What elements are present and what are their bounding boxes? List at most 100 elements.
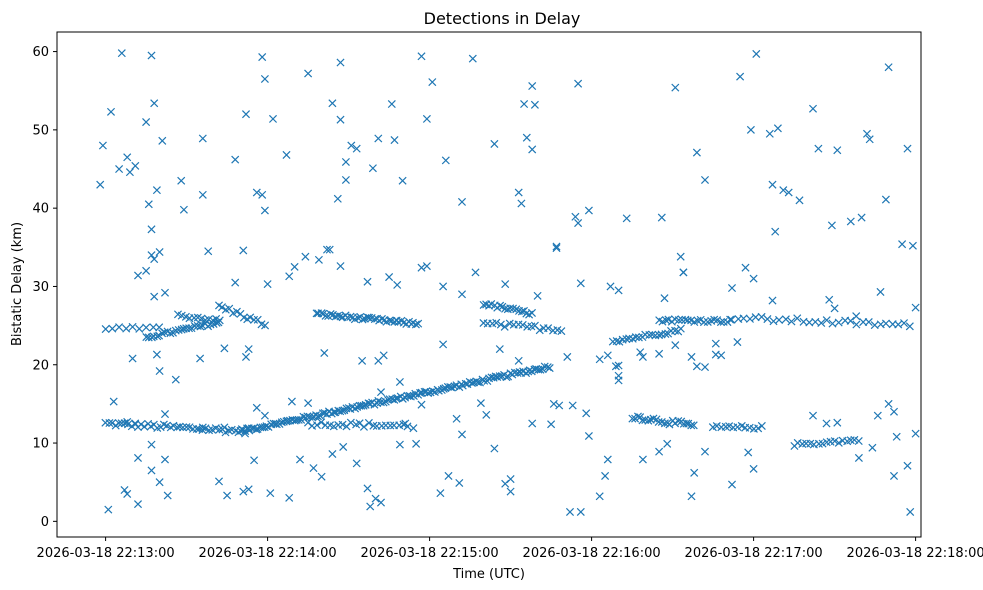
data-point-x-marker xyxy=(322,245,332,254)
data-point-x-marker xyxy=(152,350,161,359)
data-point-x-marker xyxy=(347,141,356,150)
data-point-x-marker xyxy=(239,246,248,255)
data-point-x-marker xyxy=(825,295,834,304)
data-point-x-marker xyxy=(496,320,505,329)
data-point-x-marker xyxy=(128,354,137,363)
data-point-x-marker xyxy=(434,386,443,395)
data-point-x-marker xyxy=(795,196,804,205)
data-point-x-marker xyxy=(422,262,431,271)
data-point-x-marker xyxy=(341,175,350,185)
data-point-x-marker xyxy=(320,409,329,418)
data-point-x-marker xyxy=(385,273,394,282)
data-point-x-marker xyxy=(535,326,544,335)
x-tick-label: 2026-03-18 22:16:00 xyxy=(523,546,661,561)
data-point-x-marker xyxy=(260,74,269,84)
data-point-x-marker xyxy=(395,440,404,449)
data-point-x-marker xyxy=(865,135,874,144)
data-point-x-marker xyxy=(693,316,702,325)
data-point-x-marker xyxy=(584,431,593,441)
data-point-x-marker xyxy=(204,247,213,256)
data-point-x-marker xyxy=(528,419,537,428)
data-point-x-marker xyxy=(746,125,755,134)
data-point-x-marker xyxy=(285,493,294,502)
data-point-x-marker xyxy=(689,421,698,430)
data-point-x-marker xyxy=(412,439,421,448)
data-point-x-marker xyxy=(98,141,107,150)
data-point-x-marker xyxy=(304,399,313,408)
data-point-x-marker xyxy=(628,414,637,423)
data-point-x-marker xyxy=(817,318,826,328)
data-point-x-marker xyxy=(123,153,132,162)
data-point-x-marker xyxy=(261,321,270,330)
data-point-x-marker xyxy=(814,144,823,153)
data-point-x-marker xyxy=(631,333,640,342)
data-point-x-marker xyxy=(398,176,407,185)
data-point-x-marker xyxy=(125,168,134,177)
data-point-x-marker xyxy=(710,315,719,324)
data-point-x-marker xyxy=(144,200,153,209)
data-point-x-marker xyxy=(217,303,227,312)
data-point-x-marker xyxy=(338,406,347,415)
data-point-x-marker xyxy=(495,372,504,381)
data-point-x-marker xyxy=(528,145,537,154)
data-point-x-marker xyxy=(522,133,531,142)
data-point-x-marker xyxy=(260,411,269,420)
data-point-x-marker xyxy=(557,327,566,336)
data-point-x-marker xyxy=(231,278,240,287)
data-point-x-marker xyxy=(727,283,737,293)
data-point-x-marker xyxy=(258,53,267,62)
data-point-x-marker xyxy=(224,426,233,435)
data-point-x-marker xyxy=(828,319,837,328)
data-point-x-marker xyxy=(336,115,345,124)
data-point-x-marker xyxy=(476,399,485,408)
data-point-x-marker xyxy=(468,54,477,63)
data-point-x-marker xyxy=(182,423,191,432)
plot-area xyxy=(57,32,921,537)
data-point-x-marker xyxy=(198,134,207,143)
data-point-x-marker xyxy=(808,411,818,420)
data-point-x-marker xyxy=(364,418,373,427)
data-point-x-marker xyxy=(260,206,269,215)
data-point-x-marker xyxy=(386,421,395,430)
data-point-x-marker xyxy=(358,356,367,365)
data-point-x-marker xyxy=(376,498,386,507)
data-point-x-marker xyxy=(457,197,467,206)
data-point-x-marker xyxy=(379,398,388,407)
data-point-x-marker xyxy=(444,471,453,480)
data-point-x-marker xyxy=(754,424,763,433)
y-tick-label: 60 xyxy=(32,45,49,60)
data-point-x-marker xyxy=(231,155,240,164)
data-point-x-marker xyxy=(514,356,523,365)
data-point-x-marker xyxy=(606,282,615,291)
data-point-x-marker xyxy=(862,129,872,138)
data-point-x-marker xyxy=(223,491,232,500)
data-point-x-marker xyxy=(768,180,777,189)
data-point-x-marker xyxy=(603,351,612,360)
data-point-x-marker xyxy=(166,329,175,338)
x-tick-label: 2026-03-18 22:15:00 xyxy=(361,546,499,561)
data-point-x-marker xyxy=(160,288,170,297)
data-point-x-marker xyxy=(147,440,156,449)
data-point-x-marker xyxy=(177,176,186,185)
data-point-x-marker xyxy=(106,107,116,116)
data-point-x-marker xyxy=(822,316,831,325)
data-point-x-marker xyxy=(147,225,156,234)
data-point-x-marker xyxy=(900,319,909,328)
data-point-x-marker xyxy=(496,301,505,310)
data-point-x-marker xyxy=(906,507,915,516)
data-point-x-marker xyxy=(241,352,251,361)
data-point-x-marker xyxy=(401,419,410,428)
data-point-x-marker xyxy=(543,363,552,372)
data-point-x-marker xyxy=(584,206,593,215)
data-point-x-marker xyxy=(868,443,877,452)
data-point-x-marker xyxy=(749,274,758,283)
data-point-x-marker xyxy=(239,487,248,496)
data-point-x-marker xyxy=(439,384,448,393)
data-point-x-marker xyxy=(745,314,754,323)
data-point-x-marker xyxy=(889,407,899,416)
data-point-x-marker xyxy=(441,156,450,165)
data-point-x-marker xyxy=(142,118,151,127)
data-point-x-marker xyxy=(595,492,604,501)
data-point-x-marker xyxy=(135,324,144,333)
data-point-x-marker xyxy=(713,316,722,325)
